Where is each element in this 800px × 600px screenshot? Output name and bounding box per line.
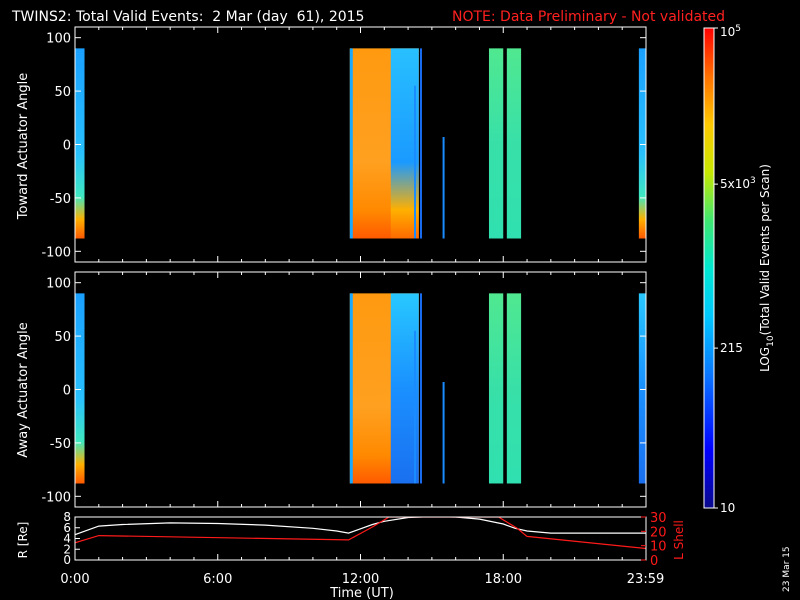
ylabel-orbit-right: L Shell bbox=[672, 520, 686, 560]
y-tick-label: 50 bbox=[54, 85, 71, 100]
y-tick-label: -50 bbox=[50, 437, 71, 452]
heatmap-block-4 bbox=[442, 137, 445, 239]
xlabel-time: Time (UT) bbox=[329, 586, 394, 600]
series-radius bbox=[75, 517, 646, 536]
heatmap-block-4 bbox=[442, 382, 445, 484]
heatmap-block-7 bbox=[638, 48, 646, 239]
panel-toward: 100 50 0 -50 -100 bbox=[41, 26, 647, 263]
y-tick-label-right: 10 bbox=[650, 540, 667, 555]
x-tick-label: 23:59 bbox=[627, 572, 664, 587]
heatmap-fringe-left bbox=[349, 48, 353, 239]
y-tick-label: 6 bbox=[63, 521, 71, 535]
y-tick-label-right: 20 bbox=[650, 525, 667, 540]
y-tick-label: 50 bbox=[54, 330, 71, 345]
x-tick-label: 12:00 bbox=[342, 572, 379, 587]
ylabel-orbit-left: R [Re] bbox=[16, 522, 30, 559]
y-tick-label-right: 30 bbox=[650, 511, 667, 526]
y-tick-label: 0 bbox=[63, 139, 71, 154]
y-tick-label: 0 bbox=[63, 553, 71, 567]
heatmap-block-5 bbox=[488, 48, 504, 239]
colorbar bbox=[703, 27, 715, 509]
colorbar-label: LOG10(Total Valid Events per Scan) bbox=[758, 164, 776, 372]
ylabel-toward: Toward Actuator Angle bbox=[16, 73, 31, 220]
heatmap-fringe-left bbox=[349, 293, 353, 484]
heatmap-block-0 bbox=[75, 293, 85, 484]
y-tick-label: 2 bbox=[63, 542, 71, 556]
y-tick-label: -100 bbox=[41, 490, 71, 505]
colorbar-ticks: 105 5x103 215 10 bbox=[714, 24, 756, 515]
heatmap-block-2 bbox=[414, 85, 417, 239]
x-tick-label: 0:00 bbox=[60, 572, 89, 587]
series-lshell bbox=[75, 517, 646, 550]
colorbar-tick-label: 5x103 bbox=[720, 176, 756, 191]
chart-title: TWINS2: Total Valid Events: 2 Mar (day 6… bbox=[11, 9, 364, 25]
y-tick-label: 100 bbox=[46, 32, 71, 47]
heatmap-block-7 bbox=[638, 293, 646, 484]
x-tick-label: 18:00 bbox=[485, 572, 522, 587]
colorbar-tick-label: 10 bbox=[720, 501, 735, 515]
heatmap-block-3 bbox=[419, 293, 422, 484]
panel-away: 100 50 0 -50 -100 bbox=[41, 271, 647, 508]
preliminary-note: NOTE: Data Preliminary - Not validated bbox=[452, 9, 725, 25]
colorbar-tick-label: 105 bbox=[720, 24, 741, 39]
heatmap-block-0 bbox=[75, 48, 85, 239]
heatmap-block-3 bbox=[419, 48, 422, 239]
heatmap-block-6 bbox=[506, 293, 522, 484]
y-tick-label: 0 bbox=[63, 384, 71, 399]
heatmap-block-5 bbox=[488, 293, 504, 484]
heatmap-block-6 bbox=[506, 48, 522, 239]
y-tick-label: 100 bbox=[46, 277, 71, 292]
ylabel-away: Away Actuator Angle bbox=[16, 322, 31, 457]
colorbar-tick-label: 215 bbox=[720, 341, 743, 355]
y-tick-label: 8 bbox=[63, 510, 71, 524]
y-tick-label: 4 bbox=[63, 532, 71, 546]
y-tick-label: -100 bbox=[41, 245, 71, 260]
y-tick-label-right: 0 bbox=[650, 554, 658, 569]
x-tick-label: 6:00 bbox=[203, 572, 232, 587]
date-stamp: 23 Mar 15 bbox=[782, 546, 792, 592]
heatmap-block-2 bbox=[414, 330, 417, 484]
y-tick-label: -50 bbox=[50, 192, 71, 207]
